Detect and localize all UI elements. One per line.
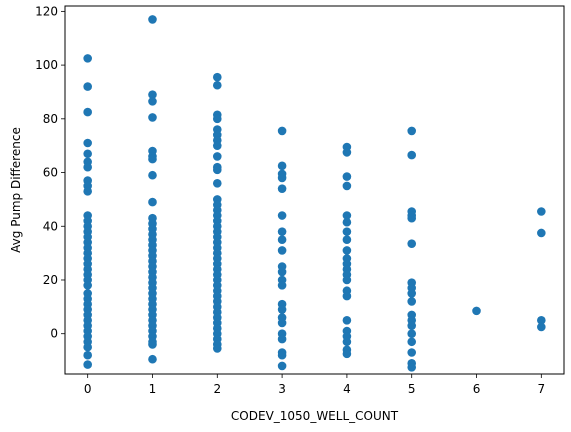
data-point (342, 148, 352, 157)
x-tick-label: 4 (343, 382, 351, 396)
y-tick-label: 0 (50, 327, 58, 341)
data-point (277, 318, 287, 328)
y-axis-ticks: 0 20 40 60 80 100 120 (35, 4, 65, 341)
data-point (277, 184, 287, 193)
data-point (148, 354, 157, 364)
data-point (342, 235, 352, 244)
data-point (212, 114, 222, 124)
data-point (148, 97, 157, 106)
data-point (83, 342, 92, 352)
data-point (342, 291, 352, 301)
y-tick-label: 120 (35, 4, 58, 18)
data-point (537, 322, 546, 332)
x-tick-label: 2 (213, 382, 221, 396)
data-point (83, 350, 92, 360)
data-point (277, 235, 287, 244)
data-point (537, 207, 546, 216)
x-axis-ticks: 0 1 2 3 4 5 6 7 (84, 374, 545, 396)
data-point (277, 361, 287, 371)
x-tick-label: 5 (408, 382, 416, 396)
y-tick-label: 40 (43, 219, 58, 233)
data-point (407, 289, 417, 298)
data-point (148, 170, 157, 180)
data-point (342, 181, 352, 191)
data-point (148, 154, 157, 164)
data-point (83, 107, 92, 117)
data-point (212, 152, 222, 161)
data-point (277, 267, 287, 277)
data-point (407, 239, 417, 249)
data-point (148, 15, 157, 24)
data-point (537, 228, 546, 238)
data-point (342, 246, 352, 255)
x-tick-label: 7 (537, 382, 545, 396)
data-point (407, 329, 417, 339)
x-axis-label: CODEV_1050_WELL_COUNT (231, 409, 399, 423)
data-point (83, 360, 92, 369)
data-point (83, 82, 92, 91)
data-point (212, 72, 222, 82)
data-point (342, 349, 352, 359)
data-point (342, 337, 352, 347)
data-point (212, 141, 222, 150)
x-tick-label: 1 (149, 382, 157, 396)
data-point (148, 113, 157, 122)
y-axis-label: Avg Pump Difference (9, 127, 23, 253)
y-tick-label: 20 (43, 273, 58, 287)
data-point (83, 54, 92, 63)
x-tick-label: 0 (84, 382, 92, 396)
data-point (472, 306, 481, 316)
data-point (83, 149, 92, 159)
x-tick-label: 3 (278, 382, 286, 396)
data-points (83, 15, 546, 372)
data-point (407, 321, 417, 330)
data-point (407, 213, 417, 223)
data-point (407, 150, 417, 160)
data-point (342, 172, 352, 181)
y-tick-label: 100 (35, 58, 58, 72)
data-point (83, 138, 92, 148)
data-point (83, 281, 92, 290)
data-point (212, 80, 222, 90)
data-point (148, 340, 157, 349)
data-point (148, 197, 157, 207)
data-point (277, 211, 287, 220)
data-point (277, 350, 287, 360)
y-tick-label: 80 (43, 112, 58, 126)
data-point (342, 217, 352, 227)
data-point (277, 305, 287, 314)
data-point (277, 126, 287, 136)
data-point (277, 173, 287, 183)
data-point (277, 227, 287, 236)
data-point (83, 187, 92, 196)
data-point (277, 334, 287, 344)
data-point (342, 211, 352, 220)
data-point (342, 275, 352, 285)
data-point (212, 178, 222, 188)
x-tick-label: 6 (473, 382, 481, 396)
data-point (212, 344, 222, 353)
data-point (212, 165, 222, 175)
data-point (277, 281, 287, 290)
y-tick-label: 60 (43, 166, 58, 180)
data-point (277, 246, 287, 255)
data-point (407, 348, 417, 357)
data-point (342, 227, 352, 236)
data-point (83, 162, 92, 172)
data-point (148, 90, 157, 99)
data-point (342, 315, 352, 325)
data-point (407, 126, 417, 136)
data-point (537, 315, 546, 325)
plot-area-frame (64, 5, 565, 375)
data-point (407, 337, 417, 347)
data-point (407, 297, 417, 306)
data-point (407, 362, 417, 372)
data-point (277, 161, 287, 171)
